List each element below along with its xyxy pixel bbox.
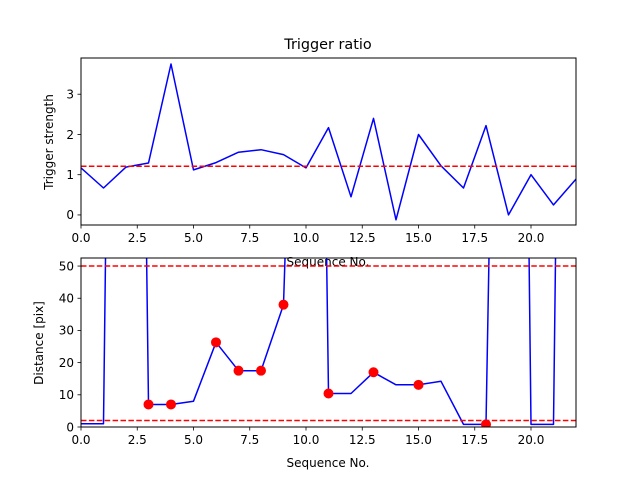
- y-axis-label: Distance [pix]: [32, 301, 46, 385]
- x-tick-label: 7.5: [240, 433, 259, 447]
- x-tick-label: 5.0: [184, 231, 203, 245]
- x-tick-label: 2.5: [128, 231, 147, 245]
- data-point: [233, 365, 244, 376]
- y-tick-label: 0: [66, 208, 74, 222]
- axis-ticks: 0.0 2.5 5.0 7.5 10.0 12.5 15.0 17.5 20.0 0 10 20 30 4…: [59, 259, 545, 447]
- data-point: [368, 367, 379, 378]
- y-tick-label: 30: [59, 324, 74, 338]
- x-tick-label: 10.0: [293, 433, 320, 447]
- data-point: [278, 299, 289, 310]
- data-point: [166, 399, 176, 410]
- x-axis-label: Sequence No.: [287, 456, 370, 470]
- y-tick-label: 1: [66, 168, 74, 182]
- chart-top: Trigger ratio 0.0 2.5 5.0 7.5 10.0 12.5 15.0 17…: [42, 37, 577, 269]
- data-point: [256, 365, 266, 376]
- data-point: [143, 399, 154, 410]
- y-tick-label: 20: [59, 356, 74, 370]
- axes-frame: [80, 257, 577, 428]
- x-tick-label: 20.0: [518, 433, 545, 447]
- x-tick-label: 7.5: [240, 231, 259, 245]
- x-tick-label: 12.5: [349, 231, 376, 245]
- x-tick-label: 12.5: [349, 433, 376, 447]
- y-tick-label: 10: [59, 388, 74, 402]
- x-tick-label: 10.0: [293, 231, 320, 245]
- axes-frame: [80, 57, 577, 226]
- x-tick-label: 0.0: [71, 231, 90, 245]
- y-tick-label: 50: [59, 259, 74, 273]
- plot-area: [81, 258, 576, 427]
- y-tick-label: 2: [66, 128, 74, 142]
- y-tick-label: 40: [59, 292, 74, 306]
- data-point: [323, 388, 334, 399]
- series-line: [81, 63, 576, 221]
- y-axis-label: Trigger strength: [42, 94, 56, 191]
- axis-ticks: 0.0 2.5 5.0 7.5 10.0 12.5 15.0 17.5 20.0 0 1 2 3: [66, 88, 544, 245]
- x-axis-label: Sequence No.: [287, 255, 370, 269]
- y-tick-label: 3: [66, 88, 74, 102]
- x-tick-label: 0.0: [71, 433, 90, 447]
- x-tick-label: 17.5: [461, 231, 488, 245]
- x-tick-label: 2.5: [128, 433, 147, 447]
- x-tick-label: 5.0: [184, 433, 203, 447]
- plot-area: [81, 63, 576, 221]
- x-tick-label: 17.5: [461, 433, 488, 447]
- data-point: [211, 337, 221, 348]
- chart-title: Trigger ratio: [283, 37, 372, 53]
- x-tick-label: 15.0: [405, 231, 432, 245]
- x-tick-label: 15.0: [405, 433, 432, 447]
- x-tick-label: 20.0: [518, 231, 545, 245]
- y-tick-label: 0: [66, 420, 74, 434]
- data-point: [413, 379, 424, 390]
- chart-bottom: 0.0 2.5 5.0 7.5 10.0 12.5 15.0 17.5 20.0 0 10 20 30 4…: [32, 257, 577, 470]
